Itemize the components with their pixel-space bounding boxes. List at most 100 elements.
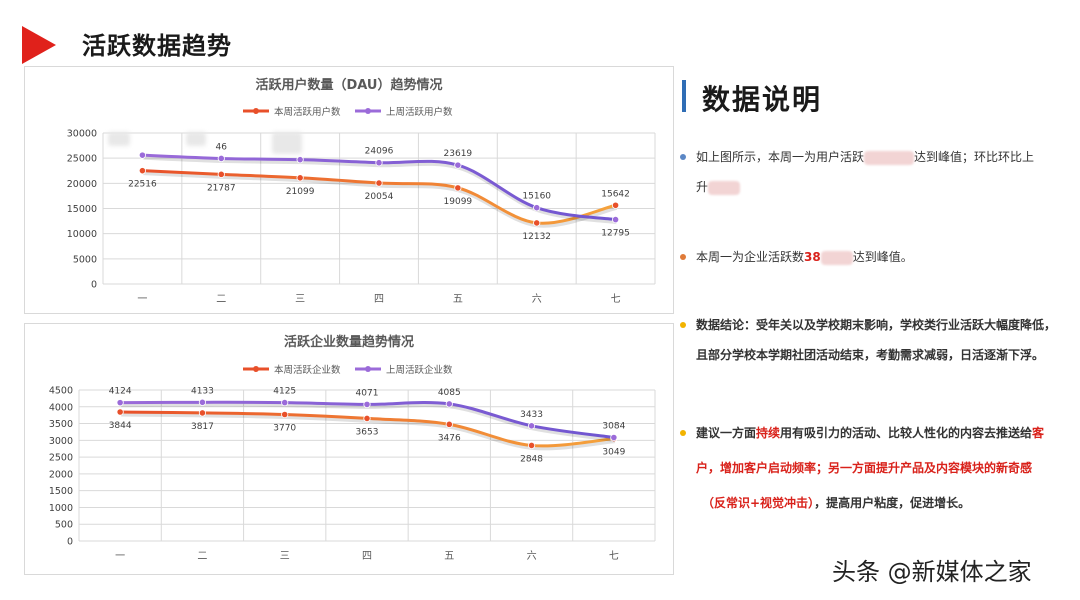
data-point	[217, 154, 225, 163]
data-point	[375, 159, 383, 167]
data-label: 3049	[602, 448, 625, 458]
section-header: 活跃数据趋势	[0, 18, 400, 64]
data-point	[375, 179, 383, 187]
data-point	[611, 201, 620, 209]
watermark: 头条 @新媒体之家	[832, 558, 1032, 586]
data-point	[445, 400, 453, 408]
y-tick-label: 4000	[49, 402, 73, 413]
data-point	[611, 215, 620, 224]
redacted-mark	[864, 150, 915, 165]
bullet-1-text-c: 升	[696, 180, 709, 194]
redacted-mark	[272, 132, 302, 154]
y-tick-label: 3500	[49, 419, 73, 430]
panel-title: 数据说明	[702, 83, 823, 116]
redacted-mark	[108, 132, 130, 146]
x-tick-label: 三	[280, 551, 290, 562]
data-point	[363, 414, 371, 423]
y-tick-label: 1500	[49, 486, 73, 497]
legend-label: 本周活跃企业数	[274, 364, 341, 376]
chart-title: 活跃用户数量（DAU）趋势情况	[255, 77, 442, 93]
data-point	[363, 400, 371, 408]
x-tick-label: 四	[374, 294, 384, 305]
bullet-2-text-b: 达到峰值。	[852, 250, 913, 264]
y-tick-label: 3000	[49, 436, 73, 447]
data-point	[217, 170, 225, 178]
data-label: 3817	[191, 422, 214, 432]
data-point	[138, 167, 147, 175]
data-label: 2848	[520, 454, 543, 464]
legend-label: 本周活跃用户数	[274, 106, 341, 118]
accent-bar	[682, 80, 686, 112]
data-label: 22516	[128, 180, 157, 190]
x-tick-label: 二	[216, 294, 226, 305]
legend-marker	[365, 108, 371, 114]
data-label: 15160	[522, 192, 551, 202]
data-label: 4085	[438, 388, 461, 398]
y-tick-label: 2000	[49, 469, 73, 480]
bullet-3-text: 数据结论：受年关以及学校期末影响，学校类行业活跃大幅度降低，	[696, 318, 1057, 332]
data-point	[296, 174, 304, 182]
x-tick-label: 一	[115, 551, 125, 562]
data-label: 24096	[365, 147, 394, 157]
data-label: 12132	[522, 232, 551, 242]
data-point	[610, 433, 618, 442]
y-tick-label: 500	[55, 520, 73, 531]
bullet-1: 如上图所示，本周一为用户活跃 达到峰值；环比环比上 升	[680, 142, 1060, 202]
bullet-3: 数据结论：受年关以及学校期末影响，学校类行业活跃大幅度降低， 且部分学校本学期社…	[680, 310, 1060, 370]
y-tick-label: 0	[67, 537, 73, 548]
data-point	[454, 184, 462, 192]
bullet-2-value: 38	[804, 250, 821, 264]
y-tick-label: 15000	[67, 204, 97, 215]
data-label: 3844	[109, 421, 132, 431]
bullet-4: 建议一方面持续用有吸引力的活动、比较人性化的内容去推送给客户，增加客户启动频率；…	[680, 416, 1060, 521]
x-tick-label: 三	[295, 294, 305, 305]
data-label: 20054	[365, 192, 394, 202]
legend-label: 上周活跃企业数	[386, 364, 453, 376]
data-point	[454, 161, 462, 169]
bullet-dot	[680, 154, 686, 160]
data-point	[527, 422, 536, 430]
data-label: 12795	[601, 229, 630, 239]
redacted-mark	[186, 132, 206, 146]
data-label: 3084	[602, 422, 625, 432]
data-label: 4124	[109, 387, 132, 397]
bullet-dot	[680, 430, 686, 436]
data-label: 21099	[286, 187, 315, 197]
y-tick-label: 0	[91, 280, 97, 291]
legend-label: 上周活跃用户数	[386, 106, 453, 118]
data-label: 21787	[207, 183, 236, 193]
y-tick-label: 5000	[73, 254, 97, 265]
legend-marker	[365, 366, 371, 372]
data-label: 23619	[444, 149, 473, 159]
x-tick-label: 二	[197, 551, 207, 562]
data-label: 4125	[273, 387, 296, 397]
x-tick-label: 七	[611, 293, 621, 305]
y-tick-label: 30000	[67, 129, 97, 140]
data-label: 19099	[444, 197, 473, 207]
bullet-1-text-b: 达到峰值；环比环比上	[914, 150, 1035, 164]
bullet-dot	[680, 322, 686, 328]
enterprise-chart: 活跃企业数量趋势情况 本周活跃企业数 上周活跃企业数 0 500 1000 1500 2000…	[24, 323, 674, 575]
x-tick-label: 五	[453, 294, 463, 305]
bullet-2: 本周一为企业活跃数38 达到峰值。	[680, 242, 1060, 272]
x-tick-label: 五	[444, 551, 454, 562]
data-point	[116, 408, 124, 416]
data-point	[281, 410, 289, 419]
redacted-mark	[820, 250, 853, 265]
x-tick-label: 四	[362, 551, 372, 562]
bullet-2-text-a: 本周一为企业活跃数	[696, 250, 805, 264]
x-tick-label: 一	[137, 294, 147, 305]
y-tick-label: 10000	[67, 229, 97, 240]
x-tick-label: 六	[527, 550, 537, 562]
data-point	[296, 156, 304, 164]
bullet-3-text-2: 且部分学校本学期社团活动结束，考勤需求减弱，日活逐渐下浮。	[696, 348, 1045, 362]
data-label: 3476	[438, 433, 461, 443]
data-label: 4071	[356, 388, 379, 398]
y-tick-label: 2500	[49, 453, 73, 464]
x-tick-label: 七	[609, 550, 619, 562]
data-label: 3770	[273, 423, 296, 433]
chart-title: 活跃企业数量趋势情况	[284, 334, 414, 350]
bullet-4-seg4: 客户，增加客户启动频率；另一方面提升产品及内容模块的新奇感	[696, 426, 1045, 475]
